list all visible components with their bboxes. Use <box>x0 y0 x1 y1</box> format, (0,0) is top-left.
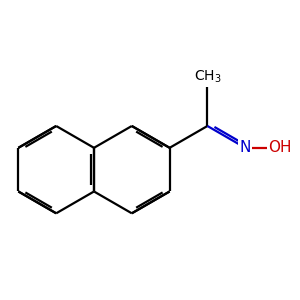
Text: N: N <box>240 140 251 155</box>
Text: CH$_3$: CH$_3$ <box>194 69 221 85</box>
Text: OH: OH <box>268 140 292 155</box>
